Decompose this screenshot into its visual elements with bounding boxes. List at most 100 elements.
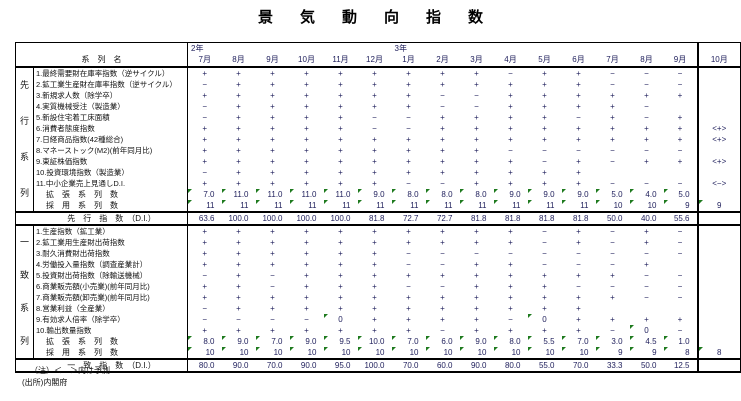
di-value-cell: 55.0 — [527, 358, 562, 373]
forecast-cell: <−> — [696, 178, 741, 189]
series-name: 8.営業利益（全産業） — [33, 303, 188, 314]
series-row: 4.実質機械受注（製造業） − + + + + + + − − + + + + − — [16, 101, 741, 112]
value-cell: + — [338, 167, 343, 177]
value-cell: − — [677, 226, 683, 236]
value-cell: + — [508, 270, 513, 280]
corner-marker — [357, 189, 362, 193]
corner-marker — [391, 200, 396, 204]
value-cell: + — [304, 325, 309, 335]
value-cell: + — [202, 68, 208, 78]
count-cell: 9.0 — [357, 189, 392, 200]
count-cell: 9.0 — [561, 189, 596, 200]
count-cell: 11 — [561, 200, 596, 212]
corner-marker — [357, 347, 362, 351]
value-cell: + — [406, 79, 411, 89]
value-cell: + — [236, 68, 241, 78]
di-value-cell: 81.8 — [493, 211, 528, 226]
value-cell: − — [610, 237, 615, 247]
group-char: 列 — [19, 187, 29, 198]
count-cell: 7.0 — [188, 189, 222, 200]
series-name: 4.労働投入量指数（調査産業計） — [33, 259, 188, 270]
value-cell: + — [508, 156, 513, 166]
value-cell: + — [372, 314, 377, 324]
count-cell: 7.0 — [255, 336, 290, 347]
forecast-cell: 8 — [696, 347, 741, 359]
value-cell: + — [338, 123, 343, 133]
value-cell: + — [338, 101, 343, 111]
value-cell: + — [236, 112, 241, 122]
value-cell: + — [440, 314, 445, 324]
series-name: 2.鉱工業用生産財出荷指数 — [33, 237, 188, 248]
corner-marker — [255, 336, 260, 340]
corner-marker — [289, 336, 294, 340]
corner-marker — [663, 347, 668, 351]
value-cell: − — [542, 145, 547, 155]
expansion-count-row: 拡 張 系 列 数 8.0 9.0 7.0 9.0 9.5 10.0 7.0 6.0 9.0 8.0… — [16, 336, 741, 347]
count-cell: 1.0 — [663, 336, 698, 347]
count-cell: 11 — [221, 200, 256, 212]
value-cell: + — [542, 123, 547, 133]
group-char: 致 — [19, 270, 29, 280]
forecast-cell: 9 — [696, 200, 741, 212]
value-cell: + — [677, 156, 683, 166]
value-cell: − — [508, 314, 513, 324]
di-value-cell: 70.0 — [255, 358, 290, 373]
value-cell: + — [304, 167, 309, 177]
value-cell: + — [542, 79, 547, 89]
value-cell: + — [202, 156, 208, 166]
count-row-label: 拡 張 系 列 数 — [33, 189, 188, 200]
value-cell — [664, 259, 698, 270]
value-cell: + — [372, 303, 377, 313]
count-cell: 4.0 — [629, 189, 664, 200]
corner-marker — [255, 189, 260, 193]
value-cell: + — [440, 123, 445, 133]
count-cell: 11 — [289, 200, 324, 212]
value-cell: + — [508, 292, 513, 302]
month-header: 1月 — [391, 54, 426, 68]
di-value-cell: 80.0 — [493, 358, 528, 373]
group-label-text: 先行系列 — [16, 68, 33, 211]
count-cell: 9 — [629, 347, 664, 359]
count-cell: 9.0 — [459, 336, 494, 347]
value-cell: − — [677, 68, 683, 78]
series-name: 9.有効求人倍率（除学卒） — [33, 314, 188, 325]
value-cell: + — [542, 90, 547, 100]
value-cell: + — [372, 325, 377, 335]
group-label-coincident: 一致系列 — [15, 225, 34, 359]
di-value-cell: 50.0 — [629, 358, 664, 373]
value-cell: + — [542, 112, 547, 122]
value-cell: + — [338, 292, 343, 302]
value-cell: − — [406, 178, 411, 188]
month-header: 8月 — [629, 54, 664, 68]
series-row: 9.有効求人倍率（除学卒） − − − − 0 + + + + − 0 + + + + — [16, 314, 741, 325]
value-cell: + — [338, 248, 343, 258]
count-cell: 8.0 — [493, 336, 528, 347]
value-cell: − — [270, 270, 275, 280]
forecast-cell — [696, 145, 741, 156]
corner-marker — [188, 189, 192, 193]
corner-marker — [289, 347, 294, 351]
value-cell: + — [610, 134, 615, 144]
value-cell: + — [304, 237, 309, 247]
series-row: 8.営業利益（全産業） − + + + + + + + + + + + — [16, 303, 741, 314]
series-row: 5.新設住宅着工床面積 − + + + + − − + + + + − + − + — [16, 112, 741, 123]
value-cell: + — [372, 292, 377, 302]
value-cell: − — [406, 112, 411, 122]
corner-marker — [425, 200, 430, 204]
value-cell: + — [440, 112, 445, 122]
value-cell: + — [338, 68, 343, 78]
count-cell: 5.0 — [595, 189, 630, 200]
value-cell: + — [644, 156, 649, 166]
count-cell: 11.0 — [289, 189, 324, 200]
corner-marker — [561, 200, 566, 204]
forecast-cell — [696, 225, 741, 237]
value-cell: + — [406, 226, 411, 236]
value-cell: + — [270, 237, 275, 247]
series-name: 6.消費者態度指数 — [33, 123, 188, 134]
value-cell: + — [406, 270, 411, 280]
value-cell: + — [440, 270, 445, 280]
value-cell: + — [542, 68, 547, 78]
value-cell: + — [406, 101, 411, 111]
di-value-cell: 90.0 — [221, 358, 256, 373]
count-cell: 8 — [663, 347, 698, 359]
